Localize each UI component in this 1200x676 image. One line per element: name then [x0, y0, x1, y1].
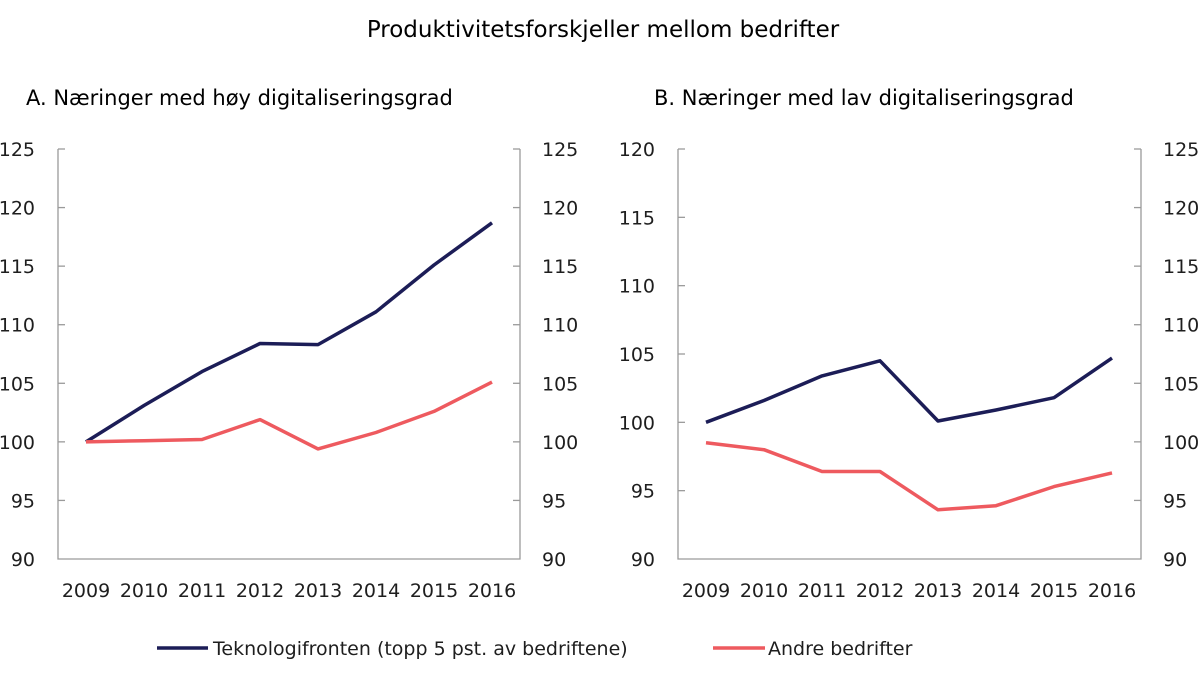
series-line-andre-bedrifter: [705, 441, 1113, 512]
x-tick-label: 2011: [178, 580, 226, 602]
right-tick-label: 90: [1163, 549, 1187, 571]
right-tick-label: 95: [542, 490, 566, 512]
x-tick-label: 2015: [1030, 580, 1078, 602]
right-tick-label: 100: [542, 432, 578, 454]
x-tick-label: 2016: [1088, 580, 1136, 602]
axis-frame: [677, 149, 1142, 560]
right-tick-label: 115: [1163, 256, 1199, 278]
left-tick-label: 115: [0, 256, 35, 278]
right-tick-label: 110: [542, 315, 578, 337]
x-tick-label: 2012: [856, 580, 904, 602]
left-tick-label: 120: [619, 139, 655, 161]
left-tick-label: 110: [0, 315, 35, 337]
x-tick-label: 2013: [914, 580, 962, 602]
left-tick-label: 95: [631, 481, 655, 503]
right-tick-label: 95: [1163, 490, 1187, 512]
panel-b-title: B. Næringer med lav digitaliseringsgrad: [654, 86, 1074, 110]
series-line-teknologifronten: [85, 221, 494, 444]
right-tick-label: 110: [1163, 315, 1199, 337]
x-tick-label: 2009: [682, 580, 730, 602]
x-tick-label: 2014: [352, 580, 400, 602]
legend-label-andre-bedrifter: Andre bedrifter: [768, 638, 913, 660]
x-tick-label: 2010: [120, 580, 168, 602]
panel-b: 120 115 110 105 100 95 90 125 120 115 110 105 100 95 9…: [619, 139, 1200, 602]
left-tick-label: 100: [0, 432, 35, 454]
x-tick-label: 2009: [62, 580, 110, 602]
right-tick-label: 120: [1163, 198, 1199, 220]
right-tick-label: 115: [542, 256, 578, 278]
left-tick-label: 115: [619, 207, 655, 229]
left-tick-label: 125: [0, 139, 35, 161]
x-tick-label: 2014: [972, 580, 1020, 602]
axis-frame: [57, 149, 521, 560]
left-tick-label: 110: [619, 276, 655, 298]
series-line-teknologifronten: [705, 356, 1113, 424]
left-tick-label: 105: [0, 373, 35, 395]
left-tick-label: 95: [11, 490, 35, 512]
panel-a-title: A. Næringer med høy digitaliseringsgrad: [26, 86, 453, 110]
left-tick-label: 105: [619, 344, 655, 366]
x-tick-label: 2011: [798, 580, 846, 602]
left-tick-label: 120: [0, 198, 35, 220]
right-tick-label: 125: [542, 139, 578, 161]
x-tick-label: 2010: [740, 580, 788, 602]
series-line-andre-bedrifter: [85, 380, 493, 451]
panel-a: 125 120 115 110 105 100 95 90 125 120 115 110 105 100…: [0, 139, 578, 602]
x-tick-label: 2012: [236, 580, 284, 602]
right-tick-label: 105: [1163, 373, 1199, 395]
right-tick-label: 125: [1163, 139, 1199, 161]
x-tick-label: 2015: [410, 580, 458, 602]
left-tick-label: 100: [619, 412, 655, 434]
chart-title: Produktivitetsforskjeller mellom bedrift…: [367, 17, 840, 43]
right-tick-label: 120: [542, 198, 578, 220]
legend-label-teknologifronten: Teknologifronten (topp 5 pst. av bedrift…: [212, 638, 628, 660]
left-tick-label: 90: [631, 549, 655, 571]
x-tick-label: 2016: [468, 580, 516, 602]
right-tick-label: 90: [542, 549, 566, 571]
left-tick-label: 90: [11, 549, 35, 571]
legend: Teknologifronten (topp 5 pst. av bedrift…: [157, 638, 913, 660]
right-tick-label: 100: [1163, 432, 1199, 454]
right-tick-label: 105: [542, 373, 578, 395]
x-tick-label: 2013: [294, 580, 342, 602]
